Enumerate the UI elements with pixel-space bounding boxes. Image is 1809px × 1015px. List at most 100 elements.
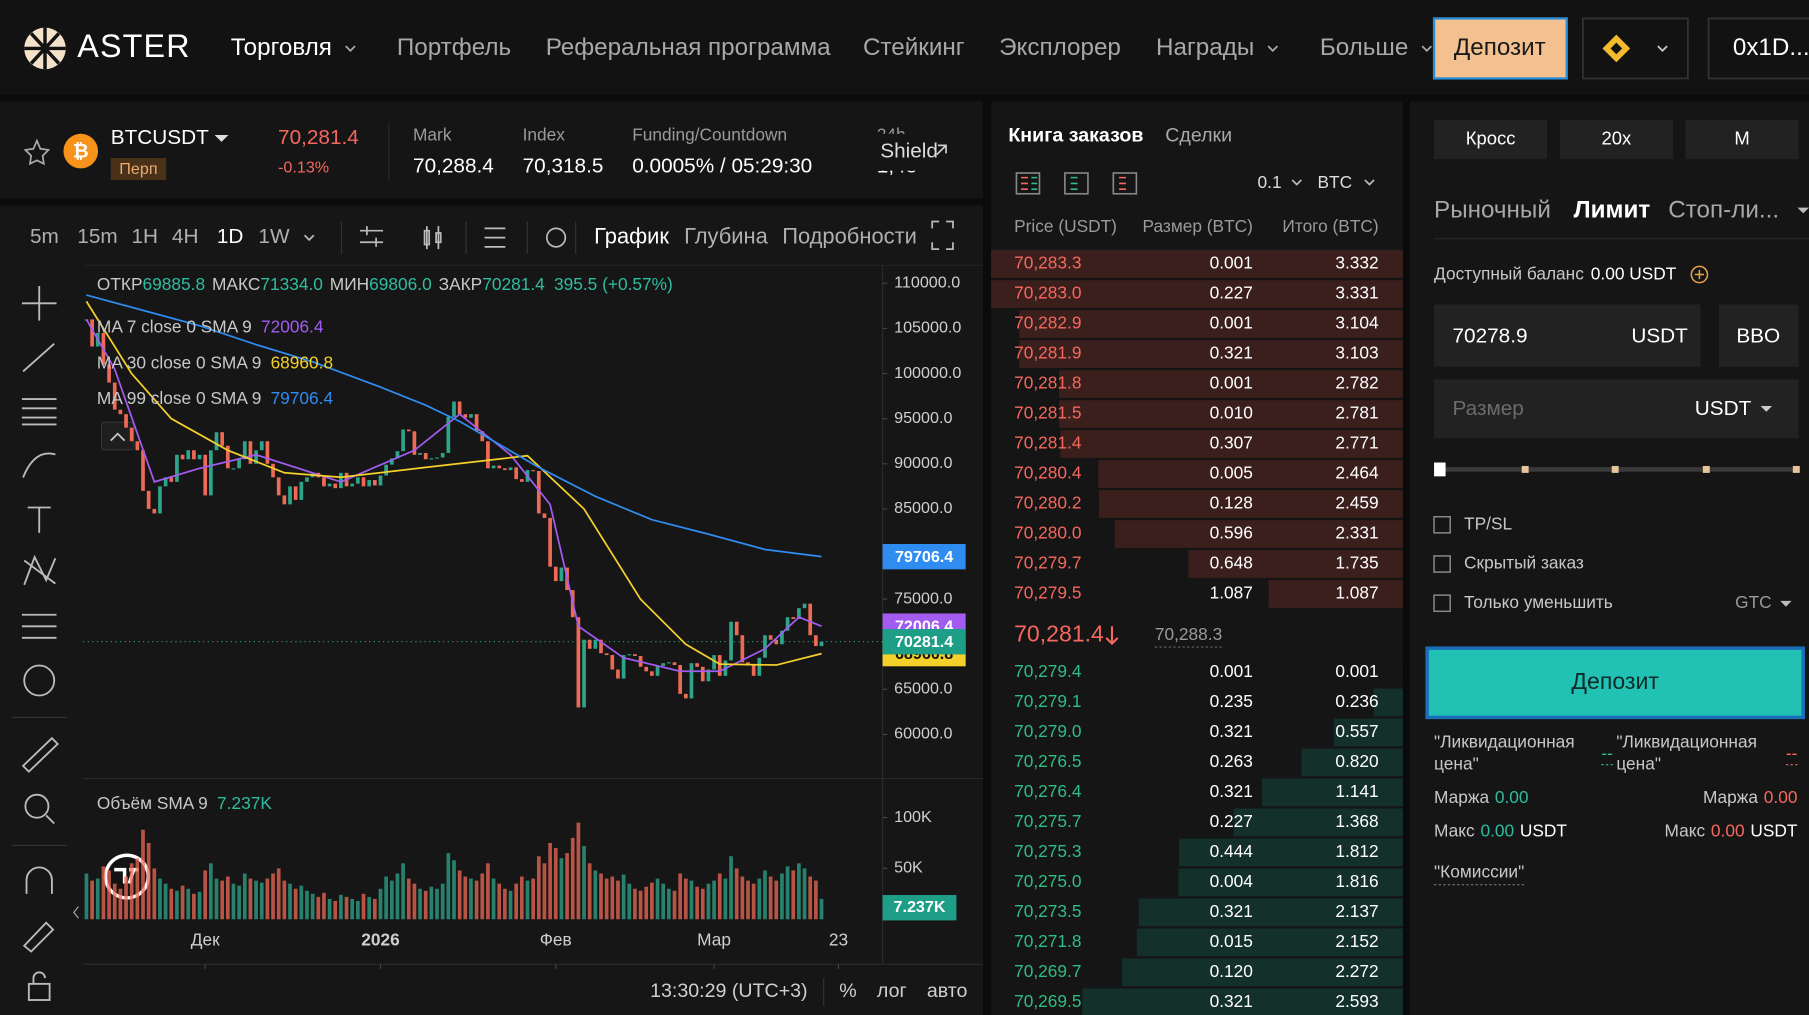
orderbook-tab[interactable]: Книга заказов [1008,124,1143,146]
nav-item[interactable]: Портфель [397,34,511,61]
deposit-label[interactable]: Депозит [1571,668,1659,694]
mode-label[interactable]: Кросс [1466,127,1516,148]
option-label[interactable]: Скрытый заказ [1464,553,1584,573]
shield-link[interactable]: Shield [880,140,938,163]
zoom-tool[interactable] [24,793,50,819]
interval[interactable]: 1W [258,225,290,248]
order-price[interactable]: 70,275.0 [1014,871,1081,891]
order-type-tab[interactable]: Рыночный [1434,196,1551,223]
favorite-icon[interactable] [23,138,51,166]
collapse-legend[interactable] [100,421,135,451]
symbol-caret[interactable] [214,134,229,142]
interval[interactable]: 1D [217,225,244,248]
deposit-button[interactable] [1425,646,1805,720]
order-type-tab[interactable]: Стоп-ли... [1668,196,1779,223]
pattern-tool[interactable] [23,554,57,586]
deposit-nav-label[interactable]: Депозит [1454,34,1546,61]
interval[interactable]: 15m [77,225,117,248]
mode-label[interactable]: 20x [1601,127,1632,148]
scale-button[interactable]: лог [877,980,907,1002]
nav-item[interactable]: Награды [1156,34,1254,61]
order-price[interactable]: 70,280.0 [1014,523,1081,543]
order-type-tab[interactable]: Лимит [1574,196,1651,223]
wallet-button[interactable] [1707,17,1809,80]
size-placeholder[interactable]: Размер [1453,397,1524,420]
order-price[interactable]: 70,271.8 [1014,931,1081,951]
external-link-icon[interactable] [936,144,947,156]
size-slider-handle[interactable] [1434,462,1446,477]
layout-asks[interactable] [1112,172,1138,195]
order-price[interactable]: 70,281.4 [1014,433,1082,453]
scroll-left[interactable] [73,906,79,919]
layout-bids[interactable] [1064,172,1089,195]
nav-item[interactable]: Торговля [231,34,332,61]
mode-label[interactable]: M [1734,127,1749,148]
price-value[interactable]: 70278.9 [1453,324,1528,347]
order-price[interactable]: 70,280.2 [1014,493,1081,513]
ruler-tool[interactable] [21,736,60,773]
fullscreen-icon[interactable] [931,220,954,250]
order-price[interactable]: 70,283.3 [1014,253,1081,273]
order-price[interactable]: 70,279.5 [1014,583,1081,603]
order-type-caret[interactable] [1797,207,1809,214]
bbo-label[interactable]: BBO [1736,324,1780,347]
leverage-button[interactable] [1559,119,1673,160]
interval[interactable]: 5m [30,225,59,248]
nav-item[interactable]: Эксплорер [999,34,1121,61]
size-unit[interactable]: BTC [1318,172,1353,192]
tif-caret[interactable] [1780,600,1792,607]
projection-tool[interactable] [21,613,57,639]
emoji-tool[interactable] [23,664,56,697]
order-price[interactable]: 70,279.0 [1014,721,1081,741]
order-price[interactable]: 70,281.5 [1014,403,1081,423]
order-price[interactable]: 70,282.9 [1014,313,1081,333]
lock-draw-tool[interactable] [22,921,55,953]
checkbox[interactable] [1433,515,1451,534]
candle-type-icon[interactable] [423,226,442,250]
nav-item[interactable]: Стейкинг [863,34,965,61]
text-tool[interactable] [27,506,51,533]
magnet-tool[interactable] [25,866,53,894]
order-price[interactable]: 70,281.9 [1014,343,1081,363]
order-price[interactable]: 70,273.5 [1014,901,1081,921]
indicators-icon[interactable] [359,226,384,247]
wallet-address[interactable]: 0x1D... [1733,34,1809,61]
logo[interactable] [24,27,66,70]
bbo-button[interactable] [1719,304,1799,367]
option-label[interactable]: TP/SL [1464,513,1512,533]
order-price[interactable]: 70,279.1 [1014,691,1081,711]
network-button[interactable] [1582,17,1689,80]
size-unit-caret[interactable] [1760,405,1773,412]
order-price[interactable]: 70,279.7 [1014,553,1081,573]
line-tool[interactable] [22,343,55,373]
asset-mode-button[interactable] [1685,119,1799,160]
nav-item[interactable]: Реферальная программа [546,34,831,61]
order-price[interactable]: 70,276.4 [1014,781,1082,801]
margin-mode-button[interactable] [1434,119,1548,160]
price-input[interactable] [1434,304,1701,367]
order-price[interactable]: 70,269.5 [1014,991,1081,1011]
order-price[interactable]: 70,281.8 [1014,373,1081,393]
chart-view[interactable]: График [594,223,669,248]
settings-icon[interactable] [545,227,567,248]
symbol[interactable]: BTCUSDT [111,126,209,149]
size-input[interactable] [1434,379,1799,439]
order-price[interactable]: 70,269.7 [1014,961,1081,981]
crosshair-tool[interactable] [21,286,57,321]
fees-link[interactable]: "Комиссии" [1434,862,1524,882]
scale-button[interactable]: авто [927,980,968,1002]
size-unit[interactable]: USDT [1695,397,1752,420]
templates-icon[interactable] [484,227,506,248]
timezone[interactable]: 13:30:29 (UTC+3) [650,980,808,1002]
checkbox[interactable] [1433,555,1451,573]
option-label[interactable]: Только уменьшить [1464,592,1613,612]
scale-button[interactable]: % [839,980,856,1002]
tick-size[interactable]: 0.1 [1258,172,1282,192]
order-price[interactable]: 70,275.3 [1014,841,1081,861]
layout-both[interactable] [1015,172,1041,195]
order-price[interactable]: 70,280.4 [1014,463,1082,483]
order-price[interactable]: 70,283.0 [1014,283,1081,303]
deposit-nav-button[interactable] [1432,17,1568,80]
order-price[interactable]: 70,276.5 [1014,751,1081,771]
nav-item[interactable]: Больше [1320,34,1408,61]
